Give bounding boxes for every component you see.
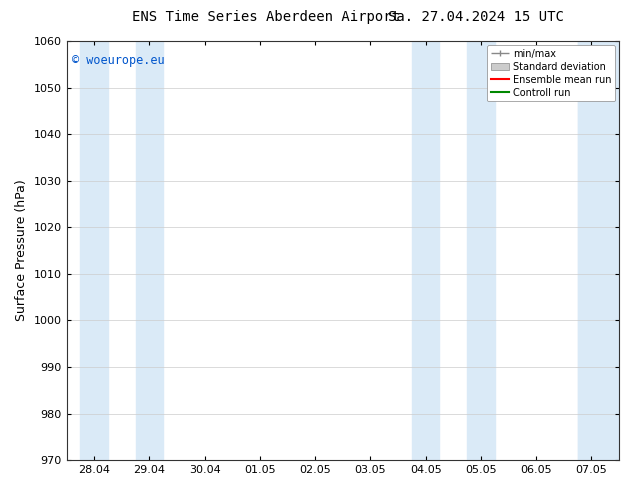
Text: Sa. 27.04.2024 15 UTC: Sa. 27.04.2024 15 UTC (387, 10, 564, 24)
Text: © woeurope.eu: © woeurope.eu (72, 53, 165, 67)
Legend: min/max, Standard deviation, Ensemble mean run, Controll run: min/max, Standard deviation, Ensemble me… (488, 45, 615, 101)
Bar (578, 41, 605, 460)
Bar (136, 41, 163, 460)
Bar (467, 41, 495, 460)
Y-axis label: Surface Pressure (hPa): Surface Pressure (hPa) (15, 180, 28, 321)
Bar (412, 41, 439, 460)
Bar (578, 41, 619, 460)
Bar (81, 41, 108, 460)
Text: ENS Time Series Aberdeen Airport: ENS Time Series Aberdeen Airport (133, 10, 400, 24)
